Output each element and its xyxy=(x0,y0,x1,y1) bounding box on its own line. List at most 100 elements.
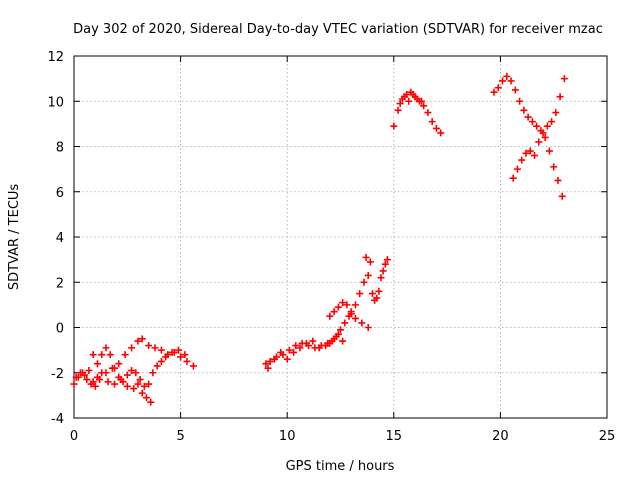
data-point xyxy=(533,122,541,130)
data-point xyxy=(503,72,511,80)
x-tick-label: 25 xyxy=(599,429,616,444)
data-point xyxy=(539,129,547,137)
data-point xyxy=(513,165,521,173)
x-tick-label: 20 xyxy=(492,429,509,444)
data-point xyxy=(554,176,562,184)
data-point xyxy=(302,339,310,347)
data-point xyxy=(535,138,543,146)
data-point xyxy=(292,342,300,350)
data-point xyxy=(134,380,142,388)
data-point xyxy=(330,335,338,343)
data-point xyxy=(83,376,91,384)
y-tick-label: 2 xyxy=(56,276,64,291)
data-point xyxy=(383,256,391,264)
data-point xyxy=(326,339,334,347)
data-point xyxy=(418,97,426,105)
data-point xyxy=(183,357,191,365)
data-point xyxy=(70,380,78,388)
data-point xyxy=(296,344,304,352)
data-point xyxy=(364,271,372,279)
data-point xyxy=(358,319,366,327)
data-point xyxy=(104,378,112,386)
data-point xyxy=(558,192,566,200)
data-point xyxy=(351,301,359,309)
y-tick-label: 6 xyxy=(56,186,64,201)
data-point xyxy=(420,102,428,110)
data-point xyxy=(541,133,549,141)
data-point xyxy=(315,344,323,352)
data-point xyxy=(334,330,342,338)
data-point xyxy=(264,364,272,372)
x-tick-label: 15 xyxy=(386,429,403,444)
data-point xyxy=(130,385,138,393)
y-tick-label: -2 xyxy=(51,367,64,382)
data-point xyxy=(351,314,359,322)
data-point xyxy=(377,274,385,282)
data-point xyxy=(128,344,136,352)
data-point xyxy=(428,118,436,126)
series-s7 xyxy=(347,260,389,318)
data-point xyxy=(524,113,532,121)
data-point xyxy=(375,287,383,295)
data-point xyxy=(147,398,155,406)
data-point xyxy=(322,342,330,350)
data-point xyxy=(270,355,278,363)
data-point xyxy=(142,394,150,402)
data-point xyxy=(189,362,197,370)
data-point xyxy=(400,93,408,101)
data-point xyxy=(347,310,355,318)
data-point xyxy=(157,346,165,354)
data-point xyxy=(93,373,101,381)
x-tick-label: 0 xyxy=(70,429,78,444)
data-point xyxy=(409,90,417,98)
data-point xyxy=(526,147,534,155)
data-point xyxy=(89,351,97,359)
series-s5 xyxy=(264,330,347,372)
data-point xyxy=(364,324,372,331)
data-point xyxy=(153,362,161,370)
axis-ticks: 0 5 10 15 20 25 -4 -2 0 2 4 6 8 10 12 xyxy=(47,50,615,444)
data-point xyxy=(145,342,153,350)
data-point xyxy=(85,366,93,374)
data-point xyxy=(123,371,131,379)
data-point xyxy=(494,84,502,92)
data-point xyxy=(145,380,153,388)
y-tick-label: 10 xyxy=(47,95,64,110)
data-point xyxy=(134,337,142,345)
data-point xyxy=(121,351,129,359)
data-point xyxy=(81,371,89,379)
y-tick-label: 0 xyxy=(56,322,64,337)
data-point xyxy=(72,373,80,381)
data-point xyxy=(151,344,159,352)
data-point xyxy=(162,353,170,361)
data-point xyxy=(136,376,144,384)
data-point xyxy=(356,290,364,298)
data-point xyxy=(339,337,347,345)
data-point xyxy=(266,357,274,365)
data-points xyxy=(70,72,568,406)
y-axis-label: SDTVAR / TECUs xyxy=(7,184,22,291)
data-point xyxy=(140,382,148,390)
data-point xyxy=(168,348,176,356)
data-point xyxy=(516,97,524,105)
data-point xyxy=(111,380,119,388)
y-tick-label: 4 xyxy=(56,231,64,246)
data-point xyxy=(371,296,379,304)
data-point xyxy=(326,312,334,320)
data-point xyxy=(509,174,517,182)
data-point xyxy=(362,253,370,261)
data-point xyxy=(437,129,445,137)
data-point xyxy=(157,357,165,365)
data-point xyxy=(181,351,189,359)
data-point xyxy=(98,369,106,377)
data-point xyxy=(111,364,119,372)
data-point xyxy=(290,348,298,356)
data-point xyxy=(413,95,421,103)
data-point xyxy=(285,346,293,354)
series-s10 xyxy=(396,90,426,108)
data-point xyxy=(424,109,432,117)
data-point xyxy=(343,301,351,309)
grid xyxy=(74,56,607,418)
x-tick-label: 10 xyxy=(279,429,296,444)
data-point xyxy=(102,344,110,352)
